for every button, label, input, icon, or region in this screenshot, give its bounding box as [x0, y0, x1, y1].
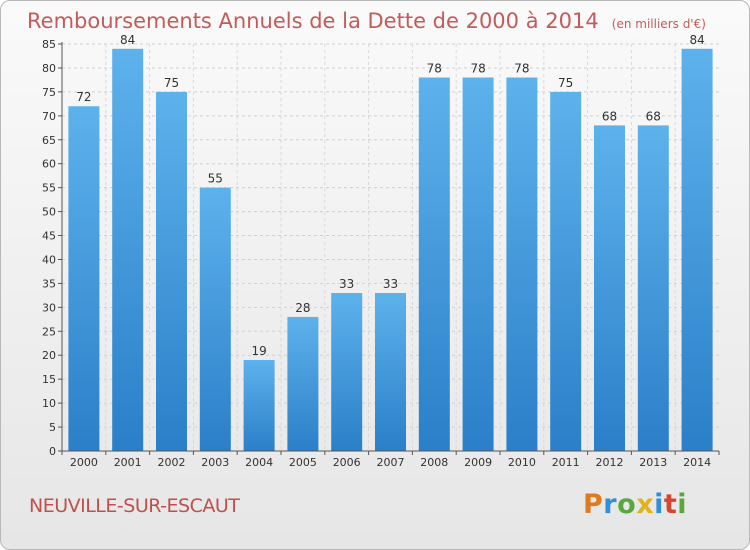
x-tick-label: 2009 [464, 456, 492, 469]
y-tick-label: 80 [42, 62, 56, 75]
y-tick-label: 45 [42, 230, 56, 243]
data-label: 84 [689, 33, 704, 47]
bar-2005 [287, 316, 319, 451]
y-tick-label: 10 [42, 397, 56, 410]
x-tick-label: 2002 [158, 456, 186, 469]
bar-2007 [375, 292, 406, 451]
x-tick-label: 2011 [552, 456, 580, 469]
x-tick-label: 2008 [420, 456, 448, 469]
data-label: 68 [602, 109, 617, 123]
proxiti-logo[interactable]: Proxiti [583, 489, 687, 520]
bar-2012 [594, 125, 625, 452]
y-tick-label: 35 [42, 277, 56, 290]
bar-2010 [506, 77, 538, 452]
y-tick-label: 25 [42, 325, 56, 338]
data-label: 19 [251, 344, 266, 358]
logo-letter: i [677, 489, 688, 520]
bar-2008 [418, 77, 450, 452]
y-tick-label: 65 [42, 134, 56, 147]
y-tick-label: 20 [42, 349, 56, 362]
bar-2004 [243, 360, 275, 451]
y-tick-label: 30 [42, 301, 56, 314]
axes [58, 42, 720, 455]
data-label: 28 [295, 301, 310, 315]
bar-2009 [462, 77, 494, 452]
data-label: 78 [427, 62, 442, 76]
y-tick-label: 15 [42, 373, 56, 386]
bar-2014 [681, 48, 713, 451]
y-tick-label: 50 [42, 206, 56, 219]
x-tick-label: 2003 [201, 456, 229, 469]
chart-title: Remboursements Annuels de la Dette de 20… [27, 9, 599, 33]
y-tick-label: 55 [42, 182, 56, 195]
data-label: 33 [383, 277, 398, 291]
x-tick-label: 2007 [377, 456, 405, 469]
data-label: 33 [339, 277, 354, 291]
data-label: 75 [558, 76, 573, 90]
bar-2011 [550, 91, 582, 451]
x-tick-label: 2004 [245, 456, 273, 469]
bar-2002 [156, 91, 187, 451]
data-label: 78 [470, 62, 485, 76]
x-tick-label: 2005 [289, 456, 317, 469]
y-tick-label: 85 [42, 38, 56, 51]
chart-subtitle: (en milliers d'€) [611, 17, 706, 31]
y-tick-label: 5 [49, 421, 56, 434]
bar-2000 [68, 106, 100, 451]
data-label: 78 [514, 62, 529, 76]
logo-letter: o [617, 489, 637, 520]
y-tick-label: 0 [49, 445, 56, 458]
commune-name: NEUVILLE-SUR-ESCAUT [29, 495, 240, 517]
data-label: 75 [164, 76, 179, 90]
data-label: 72 [76, 90, 91, 104]
data-label: 84 [120, 33, 135, 47]
y-tick-label: 60 [42, 158, 56, 171]
x-tick-label: 2010 [508, 456, 536, 469]
x-tick-label: 2012 [596, 456, 624, 469]
bar-2001 [112, 48, 144, 451]
data-label: 68 [646, 109, 661, 123]
logo-letter: x [636, 489, 655, 520]
x-tick-label: 2001 [114, 456, 142, 469]
bar-2006 [331, 292, 363, 451]
labels: 0 5 10 15 20 25 30 35 40 45 50 55 60 65 70 75 80 85 72 2000… [42, 33, 711, 469]
bar-2003 [199, 187, 231, 451]
bar-2013 [637, 125, 669, 452]
data-label: 55 [208, 172, 223, 186]
x-tick-label: 2013 [639, 456, 667, 469]
y-tick-label: 70 [42, 110, 56, 123]
y-tick-label: 40 [42, 253, 56, 266]
x-tick-label: 2014 [683, 456, 711, 469]
logo-letter: P [583, 489, 604, 520]
x-tick-label: 2006 [333, 456, 361, 469]
logo-letter: t [663, 489, 678, 520]
bars [68, 48, 713, 452]
title-line: Remboursements Annuels de la Dette de 20… [27, 9, 706, 33]
logo-letter: r [603, 489, 618, 520]
x-tick-label: 2000 [70, 456, 98, 469]
logo-letter: i [654, 489, 664, 520]
y-tick-label: 75 [42, 86, 56, 99]
